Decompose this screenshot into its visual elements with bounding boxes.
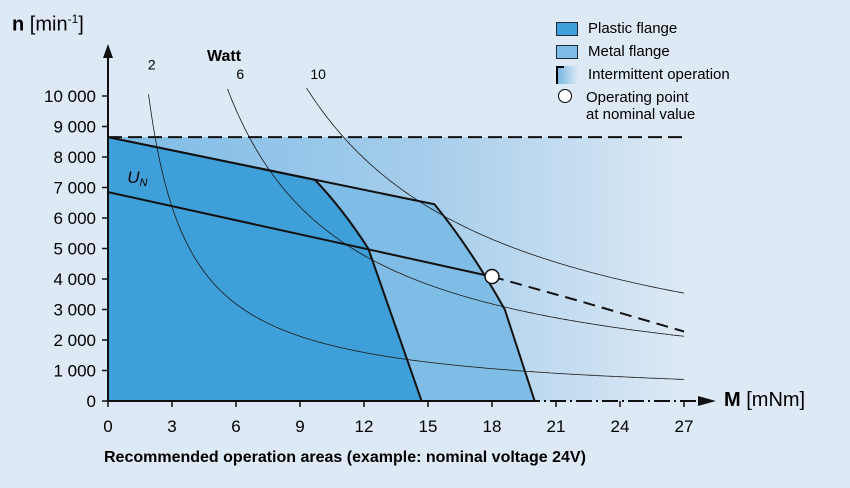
y-axis-label: n [min-1] [12, 12, 84, 36]
legend-item-metal: Metal flange [556, 43, 730, 66]
x-tick-label: 27 [675, 417, 694, 436]
plastic-swatch [556, 22, 578, 36]
power-curve-2w [148, 94, 685, 380]
x-tick-label: 0 [103, 417, 112, 436]
y-tick-label: 9 000 [53, 118, 96, 137]
intermittent-line [491, 275, 685, 333]
nominal-voltage-line [107, 191, 493, 278]
watt-label: Watt [207, 48, 242, 65]
chart-caption: Recommended operation areas (example: no… [104, 449, 586, 466]
x-tick-label: 12 [355, 417, 374, 436]
power-curve-label-6w: 6 [236, 66, 244, 82]
y-axis-arrow [103, 44, 113, 58]
x-tick-label: 21 [547, 417, 566, 436]
y-tick-label: 4 000 [53, 270, 96, 289]
legend-item-intermittent: Intermittent operation [556, 66, 730, 89]
legend-label-plastic: Plastic flange [588, 20, 678, 37]
power-curve-label-10w: 10 [310, 66, 326, 82]
y-tick-label: 1 000 [53, 362, 96, 381]
operating-point-icon [558, 89, 572, 103]
x-tick-label: 3 [167, 417, 176, 436]
legend: Plastic flange Metal flange Intermittent… [556, 20, 730, 129]
y-tick-label: 8 000 [53, 148, 96, 167]
metal-swatch [556, 45, 578, 59]
power-curve-10w [306, 87, 685, 294]
legend-item-operating: Operating point at nominal value [556, 89, 730, 129]
legend-label-operating: Operating point at nominal value [586, 89, 696, 123]
legend-label-intermittent: Intermittent operation [588, 66, 730, 83]
y-tick-label: 2 000 [53, 331, 96, 350]
x-tick-label: 24 [611, 417, 630, 436]
x-tick-label: 9 [295, 417, 304, 436]
x-tick-label: 6 [231, 417, 240, 436]
x-axis-arrow [698, 396, 716, 406]
power-curve-label-2w: 2 [148, 57, 156, 73]
y-tick-label: 6 000 [53, 209, 96, 228]
x-tick-label: 15 [419, 417, 438, 436]
operating-point [484, 268, 500, 285]
y-tick-label: 3 000 [53, 301, 96, 320]
y-tick-label: 0 [87, 392, 96, 411]
x-axis-label: M [mNm] [724, 389, 806, 411]
y-tick-label: 10 000 [44, 87, 96, 106]
y-tick-label: 5 000 [53, 240, 96, 259]
intermittent-swatch [556, 66, 578, 84]
power-curve-6w [227, 88, 685, 337]
legend-item-plastic: Plastic flange [556, 20, 730, 43]
y-tick-label: 7 000 [53, 179, 96, 198]
legend-label-metal: Metal flange [588, 43, 670, 60]
x-tick-label: 18 [483, 417, 502, 436]
